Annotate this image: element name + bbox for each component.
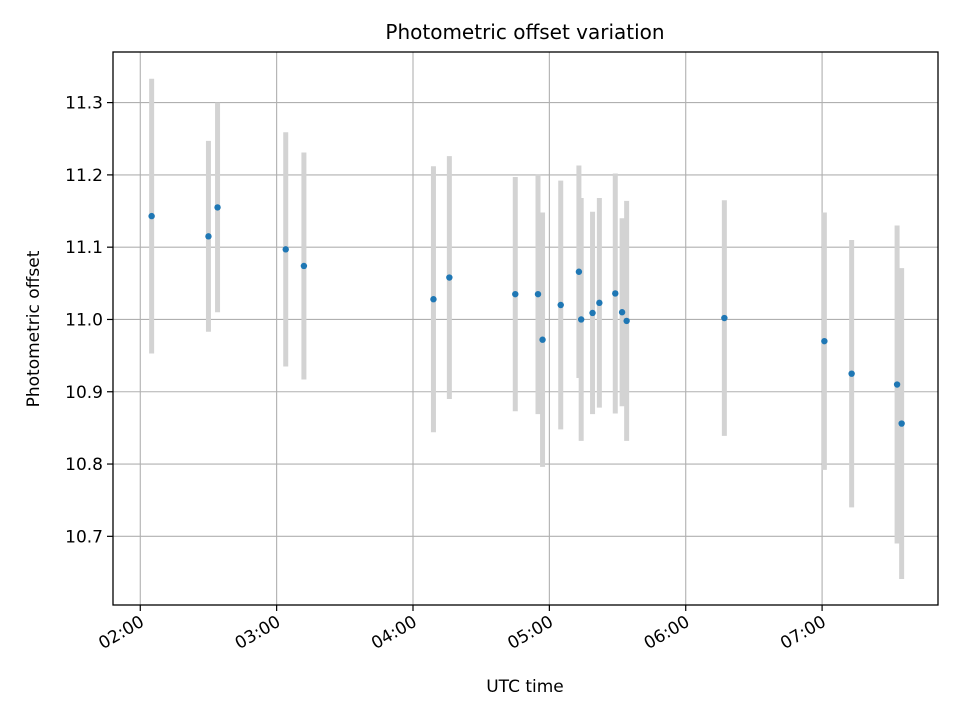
data-point xyxy=(282,246,289,253)
data-point xyxy=(512,290,519,298)
data-point xyxy=(721,314,728,322)
data-points xyxy=(148,204,905,427)
y-tick-label: 10.9 xyxy=(65,383,103,403)
y-tick-label: 11.3 xyxy=(65,94,103,114)
y-tick-label: 11.0 xyxy=(65,310,103,330)
data-point xyxy=(534,290,542,298)
data-point xyxy=(596,299,603,307)
data-point xyxy=(612,290,619,297)
data-point xyxy=(205,233,212,240)
plot-frame xyxy=(112,51,939,606)
data-point xyxy=(618,309,626,316)
x-axis-label: UTC time xyxy=(486,677,564,697)
data-point xyxy=(893,381,901,388)
y-tick-label: 11.2 xyxy=(65,166,103,186)
data-point xyxy=(446,274,453,281)
y-tick-label: 10.7 xyxy=(65,527,103,547)
data-point xyxy=(898,420,905,427)
data-point xyxy=(557,301,564,309)
y-tick-label: 11.1 xyxy=(65,238,103,258)
data-point xyxy=(589,309,596,317)
y-axis-label: Photometric offset xyxy=(24,250,44,407)
data-point xyxy=(430,296,437,303)
data-point xyxy=(575,268,583,275)
data-point xyxy=(300,262,308,270)
y-tick-label: 10.8 xyxy=(65,455,103,475)
data-point xyxy=(148,212,155,220)
data-point xyxy=(821,337,828,345)
data-point xyxy=(577,316,585,323)
data-point xyxy=(623,317,630,325)
data-point xyxy=(214,204,221,211)
data-point xyxy=(539,336,546,343)
chart-title: Photometric offset variation xyxy=(385,20,664,44)
data-point xyxy=(848,370,855,377)
